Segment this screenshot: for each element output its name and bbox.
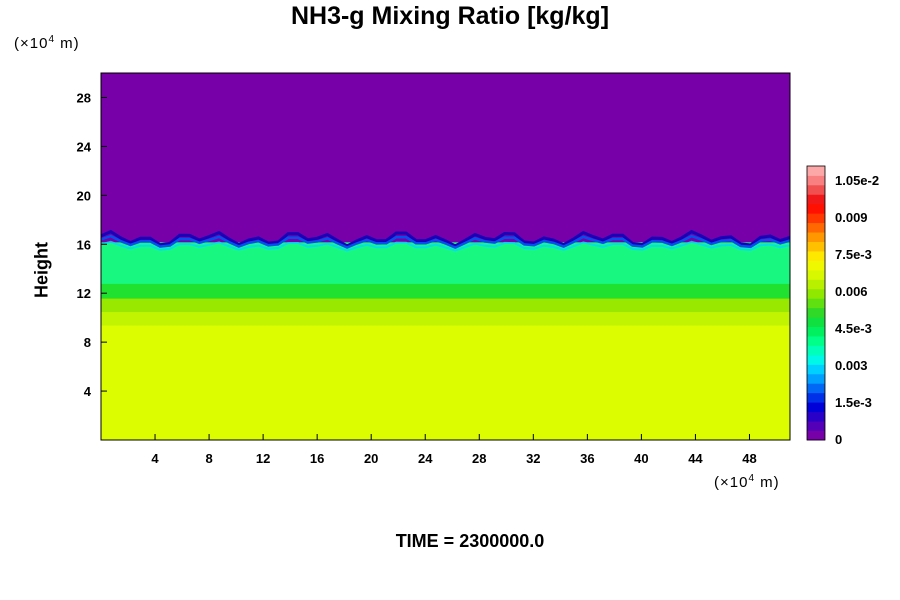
colorbar-swatch-10	[807, 336, 825, 346]
colorbar-frame	[806, 165, 826, 441]
y-tick-label-1: 8	[84, 335, 91, 350]
x-tick-label-4: 20	[364, 451, 378, 466]
field-layer-1	[101, 311, 790, 326]
colorbar-swatch-17	[807, 269, 825, 280]
colorbar-swatch-19	[807, 251, 825, 261]
colorbar-swatch-2	[807, 411, 825, 422]
y-tick-label-6: 28	[77, 90, 91, 105]
colorbar-swatch-7	[807, 364, 825, 375]
colorbar-swatch-4	[807, 392, 825, 403]
y-tick-label-2: 12	[77, 286, 91, 301]
colorbar-tick-label-7: 1.05e-2	[835, 173, 879, 188]
x-tick-label-1: 8	[205, 451, 212, 466]
colorbar-swatch-13	[807, 307, 825, 318]
colorbar-tick-label-3: 4.5e-3	[835, 321, 872, 336]
time-label: TIME = 2300000.0	[395, 531, 545, 551]
colorbar-swatch-12	[807, 317, 825, 328]
x-tick-label-9: 40	[634, 451, 648, 466]
colorbar-swatch-6	[807, 373, 825, 384]
colorbar-swatch-18	[807, 260, 825, 271]
y-axis-unit: (×104 m)	[14, 34, 80, 52]
chart-title: NH3-g Mixing Ratio [kg/kg]	[290, 2, 610, 30]
x-tick-label-0: 4	[151, 451, 159, 466]
colorbar-swatch-1	[807, 421, 825, 431]
colorbar-tick-label-4: 0.006	[835, 284, 868, 299]
colorbar-tick-label-2: 0.003	[835, 358, 868, 373]
cloud-top-edge	[100, 229, 791, 248]
x-tick-label-8: 36	[580, 451, 594, 466]
colorbar-swatch-14	[807, 298, 825, 309]
colorbar-swatch-22	[807, 222, 825, 233]
colorbar-swatch-25	[807, 194, 825, 205]
colorbar-swatch-28	[807, 166, 825, 176]
x-tick-label-11: 48	[742, 451, 756, 466]
colorbar-swatch-5	[807, 383, 825, 394]
plot-frame	[100, 72, 791, 441]
colorbar-swatch-21	[807, 232, 825, 242]
colorbar-tick-label-5: 7.5e-3	[835, 247, 872, 262]
colorbar-tick-label-0: 0	[835, 432, 842, 447]
cloud-top-band-blue	[100, 234, 791, 249]
field-layer-2	[101, 298, 790, 313]
y-tick-label-4: 20	[77, 188, 91, 203]
field-layer-0	[101, 325, 790, 441]
colorbar-swatch-24	[807, 203, 825, 214]
colorbar-swatch-23	[807, 213, 825, 224]
colorbar-swatch-20	[807, 241, 825, 252]
colorbar-swatch-16	[807, 279, 825, 290]
y-tick-label-0: 4	[84, 384, 92, 399]
colorbar-swatch-15	[807, 288, 825, 299]
field-layer-4	[101, 241, 790, 284]
colorbar-swatch-8	[807, 354, 825, 365]
colorbar-swatch-27	[807, 175, 825, 186]
colorbar-swatch-0	[807, 430, 825, 441]
x-tick-label-5: 24	[418, 451, 433, 466]
colorbar-tick-label-1: 1.5e-3	[835, 395, 872, 410]
field-layer-3	[101, 283, 790, 299]
colorbar-swatch-11	[807, 326, 825, 337]
x-tick-label-10: 44	[688, 451, 703, 466]
colorbar-tick-label-6: 0.009	[835, 210, 868, 225]
colorbar-swatch-9	[807, 345, 825, 356]
colorbar-swatch-3	[807, 402, 825, 413]
x-tick-label-6: 28	[472, 451, 486, 466]
x-tick-label-2: 12	[256, 451, 270, 466]
x-tick-label-3: 16	[310, 451, 324, 466]
x-axis-unit: (×104 m)	[714, 473, 780, 491]
x-tick-label-7: 32	[526, 451, 540, 466]
y-tick-label-3: 16	[77, 237, 91, 252]
colorbar-swatch-26	[807, 184, 825, 195]
cloud-top-band-cyan	[100, 240, 791, 252]
field-layer-5	[101, 73, 790, 243]
y-tick-label-5: 24	[77, 139, 92, 154]
